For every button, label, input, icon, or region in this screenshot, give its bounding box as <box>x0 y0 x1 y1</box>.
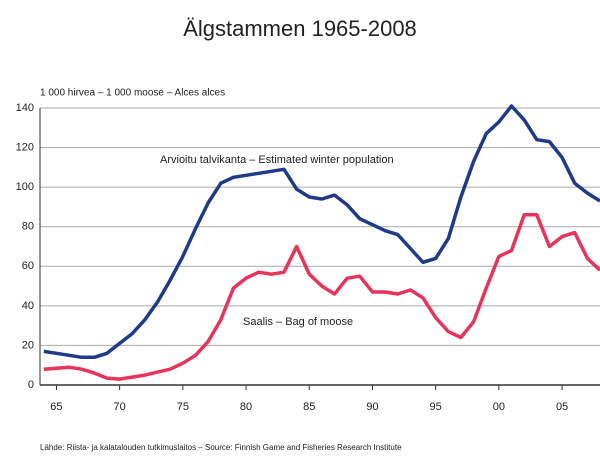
x-tick-label: 65 <box>50 401 62 413</box>
x-tick-label: 75 <box>177 401 189 413</box>
x-tick-label: 95 <box>430 401 442 413</box>
x-tick-label: 70 <box>114 401 126 413</box>
y-tick-label: 80 <box>22 221 34 233</box>
x-tick-label: 00 <box>493 401 505 413</box>
x-tick-label: 80 <box>240 401 252 413</box>
y-tick-label: 0 <box>28 379 34 391</box>
y-tick-label: 140 <box>16 102 34 114</box>
source: Lähde: Riista- ja kalatalouden tutkimusl… <box>40 443 402 452</box>
y-tick-label: 100 <box>16 181 34 193</box>
y-tick-label: 60 <box>22 260 34 272</box>
series-label: Saalis – Bag of moose <box>243 316 353 328</box>
y-axis-label: 1 000 hirvea – 1 000 moose – Alces alces <box>40 88 225 99</box>
chart-title: Älgstammen 1965-2008 <box>183 16 417 41</box>
series-line <box>43 213 600 381</box>
y-tick-label: 20 <box>22 339 34 351</box>
x-tick-label: 85 <box>303 401 315 413</box>
series-line <box>43 104 600 360</box>
y-tick-label: 40 <box>22 300 34 312</box>
x-tick-label: 05 <box>556 401 568 413</box>
series-label: Arvioitu talvikanta – Estimated winter p… <box>160 154 394 166</box>
y-tick-label: 120 <box>16 141 34 153</box>
x-tick-label: 90 <box>366 401 378 413</box>
